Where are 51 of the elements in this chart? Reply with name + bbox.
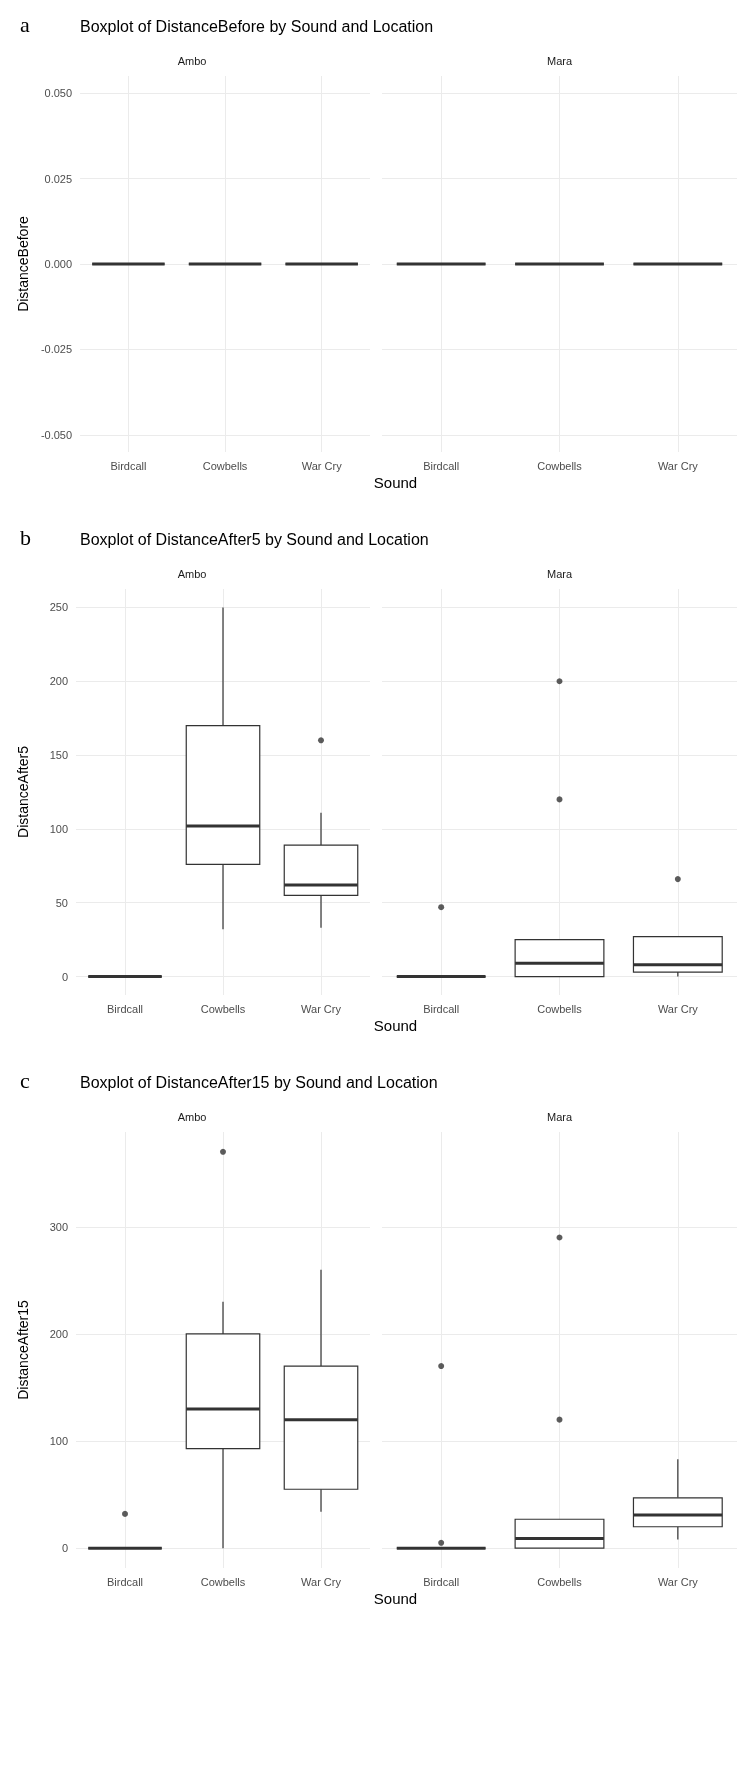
y-axis-title: DistanceAfter5 <box>15 745 31 838</box>
text: a <box>20 12 30 37</box>
y-tick-label: 50 <box>55 896 68 909</box>
x-tick-label: Birdcall <box>106 1002 144 1015</box>
chart-title: Boxplot of DistanceBefore by Sound and Location <box>80 18 434 36</box>
chart-subtitle: Ambo <box>177 567 207 580</box>
text: c <box>20 1068 30 1093</box>
x-tick-label: War Cry <box>657 1002 699 1015</box>
x-tick-label: Cowbells <box>537 1575 583 1588</box>
chart-subtitle: Mara <box>546 1110 573 1123</box>
y-tick-label: -0.025 <box>40 343 73 356</box>
x-tick-label: Cowbells <box>202 459 248 472</box>
x-tick-label: Birdcall <box>110 459 147 472</box>
chart-subtitle: Ambo <box>177 54 207 67</box>
x-tick-label: Cowbells <box>200 1575 246 1588</box>
x-tick-label: Cowbells <box>537 459 583 472</box>
x-tick-label: Birdcall <box>423 459 460 472</box>
y-tick-label: 300 <box>49 1220 68 1233</box>
y-tick-label: 150 <box>49 749 68 762</box>
y-tick-label: 250 <box>49 601 68 614</box>
y-tick-label: 200 <box>49 1327 68 1340</box>
chart-title: Boxplot of DistanceAfter15 by Sound and Location <box>80 1074 438 1092</box>
y-tick-label: -0.050 <box>40 428 73 441</box>
chart-subtitle: Mara <box>546 54 573 67</box>
x-tick-label: War Cry <box>657 459 699 472</box>
y-axis-title: DistanceAfter15 <box>15 1299 31 1400</box>
chart-subtitle: Mara <box>546 567 573 580</box>
x-axis-title: Sound <box>372 1017 419 1034</box>
y-tick-label: 100 <box>49 1435 68 1448</box>
y-axis-title: DistanceBefore <box>15 215 31 312</box>
x-tick-label: Cowbells <box>537 1002 583 1015</box>
chart-subtitle: Ambo <box>177 1110 207 1123</box>
y-tick-label: 0.000 <box>44 258 73 270</box>
x-tick-label: Cowbells <box>200 1002 246 1015</box>
x-tick-label: Birdcall <box>106 1575 144 1588</box>
chart-title: Boxplot of DistanceAfter5 by Sound and Location <box>80 531 429 549</box>
x-tick-label: War Cry <box>301 1575 342 1588</box>
y-tick-label: 0 <box>61 970 68 983</box>
x-tick-label: War Cry <box>657 1575 699 1588</box>
x-tick-label: War Cry <box>301 1002 342 1015</box>
y-tick-label: 0.025 <box>44 172 73 185</box>
y-tick-label: 0 <box>61 1542 68 1555</box>
x-axis-title: Sound <box>372 1590 419 1607</box>
text: b <box>20 525 31 550</box>
y-tick-label: 0.050 <box>44 87 73 100</box>
x-axis-title: Sound <box>372 474 419 491</box>
y-tick-label: 100 <box>49 822 68 835</box>
y-tick-label: 200 <box>49 675 68 688</box>
x-tick-label: War Cry <box>301 459 343 472</box>
x-tick-label: Birdcall <box>423 1002 460 1015</box>
x-tick-label: Birdcall <box>423 1575 460 1588</box>
